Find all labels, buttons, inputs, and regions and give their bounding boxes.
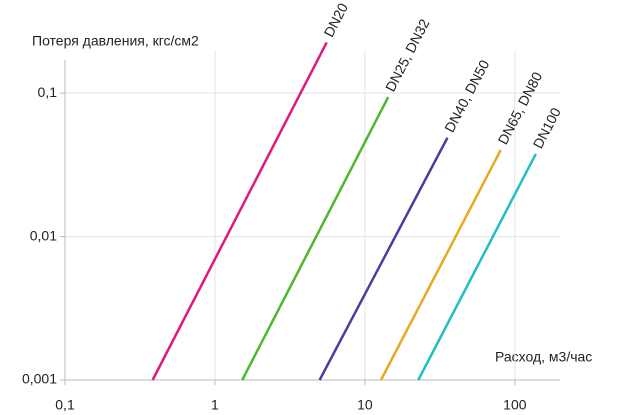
series-line xyxy=(379,149,502,381)
x-tick-label: 100 xyxy=(503,397,527,413)
series-line xyxy=(151,41,328,381)
x-axis-title: Расход, м3/час xyxy=(495,349,592,365)
x-tick-label: 10 xyxy=(357,397,373,413)
series-line xyxy=(318,137,449,381)
series-label: DN100 xyxy=(530,105,564,151)
y-tick-label: 0,001 xyxy=(22,371,57,387)
series-label: DN20 xyxy=(320,0,351,39)
y-tick-label: 0,1 xyxy=(38,84,58,100)
x-tick-label: 0,1 xyxy=(55,397,75,413)
series-line xyxy=(241,96,390,381)
series-label: DN40, DN50 xyxy=(441,57,492,135)
series-label: DN25, DN32 xyxy=(382,16,433,94)
y-tick-label: 0,01 xyxy=(30,227,57,243)
x-tick-label: 1 xyxy=(211,397,219,413)
y-axis-title: Потеря давления, кгс/см2 xyxy=(32,33,199,49)
series-line xyxy=(417,153,537,381)
